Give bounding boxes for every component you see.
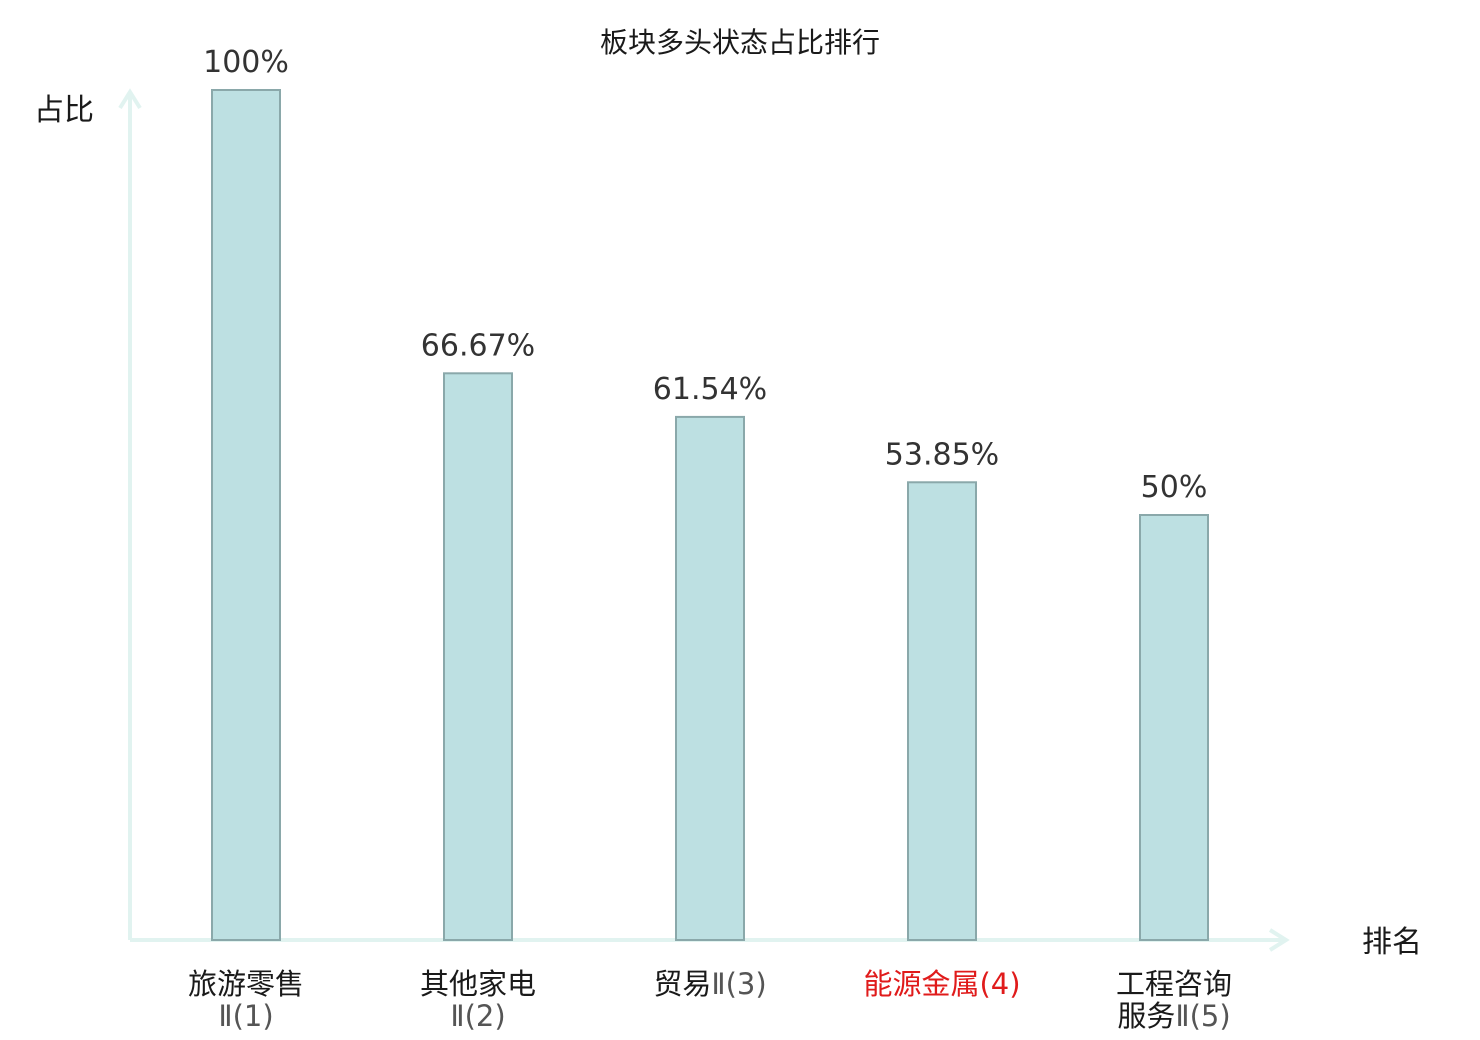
- category-label: 其他家电: [420, 967, 536, 1001]
- data-label: 53.85%: [885, 437, 999, 472]
- category-label-rank: Ⅱ(2): [450, 999, 505, 1033]
- category-label-text: 贸易: [653, 967, 711, 1001]
- category-label-rank: Ⅱ(3): [711, 967, 766, 1001]
- chart-title: 板块多头状态占比排行: [600, 26, 880, 59]
- category-label-text: 能源金属: [863, 967, 979, 1001]
- bar: [1139, 514, 1209, 941]
- category-label: 能源金属(4): [863, 967, 1020, 1001]
- bar: [443, 372, 513, 941]
- category-label-text: 服务: [1117, 999, 1175, 1033]
- category-label: Ⅱ(2): [450, 999, 505, 1033]
- category-label-rank: Ⅱ(5): [1175, 999, 1230, 1033]
- data-label: 61.54%: [653, 372, 767, 407]
- category-label: 贸易Ⅱ(3): [653, 967, 766, 1001]
- category-label: Ⅱ(1): [218, 999, 273, 1033]
- category-label-text: 其他家电: [420, 967, 536, 1001]
- data-label: 50%: [1141, 470, 1208, 505]
- data-label: 66.67%: [421, 328, 535, 363]
- x-axis-arrow-icon: [1268, 928, 1290, 952]
- category-label: 工程咨询: [1116, 967, 1232, 1001]
- bar: [211, 89, 281, 941]
- bar: [675, 415, 745, 942]
- x-axis-label: 排名: [1362, 925, 1422, 960]
- data-label: 100%: [203, 45, 289, 80]
- category-label: 服务Ⅱ(5): [1117, 999, 1230, 1033]
- category-label-text: 旅游零售: [188, 967, 304, 1001]
- category-label: 旅游零售: [188, 967, 304, 1001]
- bars-group: [211, 89, 1209, 942]
- y-axis-label: 占比: [34, 93, 94, 128]
- bar: [907, 481, 977, 941]
- value-labels-group: 100% 66.67% 61.54% 53.85% 50%: [203, 45, 1207, 505]
- category-label-rank: Ⅱ(1): [218, 999, 273, 1033]
- category-label-text: 工程咨询: [1116, 967, 1232, 1001]
- y-axis: [118, 88, 142, 940]
- y-axis-arrow-icon: [118, 88, 142, 110]
- category-label-rank: (4): [979, 967, 1020, 1001]
